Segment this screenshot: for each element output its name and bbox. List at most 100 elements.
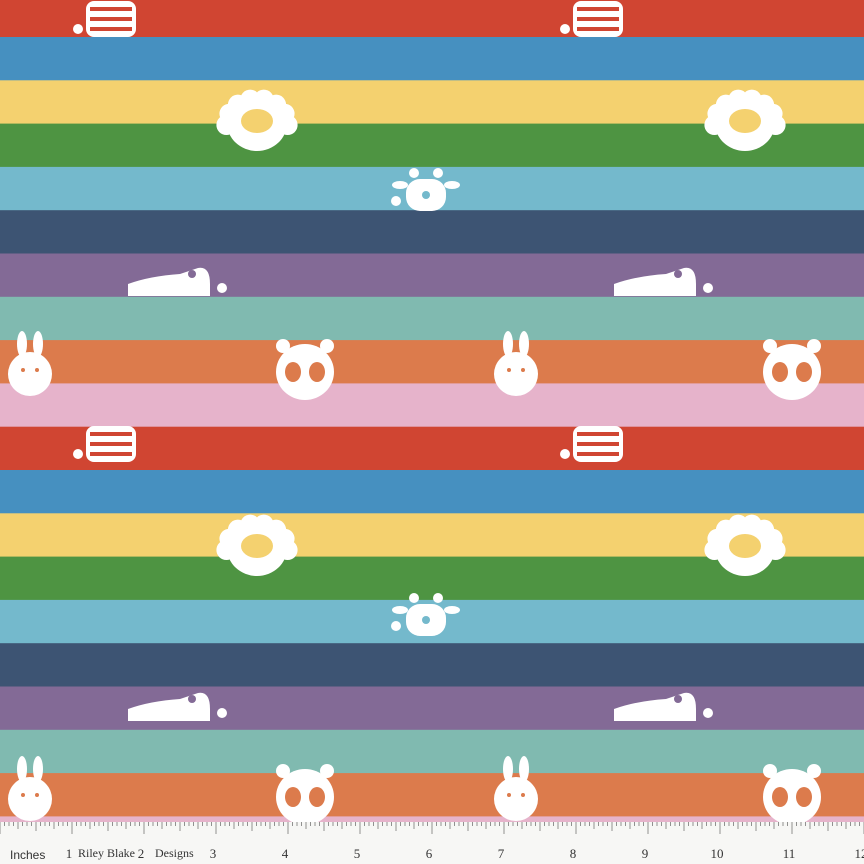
panda-ear bbox=[807, 339, 821, 353]
ruler-number: 10 bbox=[711, 846, 724, 861]
stripe bbox=[0, 37, 864, 81]
stripe bbox=[0, 296, 864, 341]
ruler-number: 8 bbox=[570, 846, 577, 861]
giraffe-horn bbox=[409, 168, 419, 178]
bunny-head bbox=[494, 777, 538, 821]
bunny-ear bbox=[503, 331, 513, 357]
zebra-stripe bbox=[90, 17, 132, 21]
zebra-stripe bbox=[577, 27, 619, 31]
bunny-eye bbox=[21, 368, 25, 372]
panda-ear bbox=[320, 339, 334, 353]
bunny-ear bbox=[519, 331, 529, 357]
stripe bbox=[0, 340, 864, 384]
stripe bbox=[0, 556, 864, 601]
giraffe-horn bbox=[433, 593, 443, 603]
panda-ear bbox=[763, 764, 777, 778]
bunny-ear bbox=[33, 756, 43, 782]
panda-ear bbox=[320, 764, 334, 778]
panda-ear bbox=[276, 764, 290, 778]
croc-tail bbox=[217, 708, 227, 718]
lion-face bbox=[729, 109, 761, 133]
croc-tail bbox=[217, 283, 227, 293]
giraffe-horn bbox=[409, 593, 419, 603]
ruler-number: 1 bbox=[66, 846, 73, 861]
zebra-stripe bbox=[577, 17, 619, 21]
ruler-number: 5 bbox=[354, 846, 361, 861]
bunny-eye bbox=[35, 368, 39, 372]
croc-eye bbox=[674, 270, 682, 278]
ruler-number: 12 bbox=[855, 846, 864, 861]
panda-eye bbox=[285, 362, 301, 382]
stripe bbox=[0, 773, 864, 817]
panda-eye bbox=[309, 787, 325, 807]
ruler-number: 11 bbox=[783, 846, 796, 861]
zebra-stripe bbox=[577, 432, 619, 436]
zebra-stripe bbox=[90, 452, 132, 456]
panda-head bbox=[763, 769, 821, 825]
panda-eye bbox=[309, 362, 325, 382]
stripe bbox=[0, 470, 864, 514]
stripe bbox=[0, 426, 864, 471]
ruler-number: 2 bbox=[138, 846, 145, 861]
bunny-ear bbox=[33, 331, 43, 357]
panda-eye bbox=[772, 787, 788, 807]
panda-eye bbox=[772, 362, 788, 382]
ruler-number: 6 bbox=[426, 846, 433, 861]
panda-head bbox=[276, 769, 334, 825]
bunny-ear bbox=[17, 756, 27, 782]
giraffe-tail bbox=[391, 196, 401, 206]
zebra-stripe bbox=[90, 27, 132, 31]
giraffe-ear bbox=[444, 606, 460, 614]
bunny-eye bbox=[35, 793, 39, 797]
ruler-number: 7 bbox=[498, 846, 505, 861]
panda-head bbox=[763, 344, 821, 400]
ruler-brand-suffix: Designs bbox=[155, 846, 194, 860]
ruler-unit: Inches bbox=[10, 848, 45, 862]
bunny-eye bbox=[21, 793, 25, 797]
bunny-head bbox=[494, 352, 538, 396]
bunny-ear bbox=[519, 756, 529, 782]
zebra-stripe bbox=[90, 442, 132, 446]
stripe bbox=[0, 383, 864, 428]
panda-ear bbox=[807, 764, 821, 778]
stripe bbox=[0, 643, 864, 687]
zebra-tail bbox=[73, 449, 83, 459]
bunny-head bbox=[8, 777, 52, 821]
stripe bbox=[0, 0, 864, 38]
giraffe-tail bbox=[391, 621, 401, 631]
giraffe-ear bbox=[392, 181, 408, 189]
zebra-stripe bbox=[577, 7, 619, 11]
lion-face bbox=[241, 109, 273, 133]
lion-face bbox=[241, 534, 273, 558]
ruler: Inches Riley Blake Designs 1 2 3 4 5 6 7 8 9 10 11… bbox=[0, 822, 864, 864]
zebra-stripe bbox=[577, 452, 619, 456]
croc-eye bbox=[674, 695, 682, 703]
bunny-ear bbox=[17, 331, 27, 357]
ruler-number: 4 bbox=[282, 846, 289, 861]
bunny-eye bbox=[507, 793, 511, 797]
ruler-brand: Riley Blake bbox=[78, 846, 135, 860]
zebra-tail bbox=[560, 24, 570, 34]
stripe bbox=[0, 729, 864, 774]
zebra-stripe bbox=[90, 432, 132, 436]
zebra-tail bbox=[73, 24, 83, 34]
zebra-tail bbox=[560, 449, 570, 459]
giraffe-spot bbox=[422, 191, 430, 199]
panda-head bbox=[276, 344, 334, 400]
zebra-stripe bbox=[90, 7, 132, 11]
bunny-eye bbox=[521, 793, 525, 797]
croc-tail bbox=[703, 708, 713, 718]
ruler-number: 3 bbox=[210, 846, 217, 861]
giraffe-ear bbox=[392, 606, 408, 614]
bunny-eye bbox=[521, 368, 525, 372]
croc-eye bbox=[188, 695, 196, 703]
croc-tail bbox=[703, 283, 713, 293]
panda-ear bbox=[763, 339, 777, 353]
bunny-eye bbox=[507, 368, 511, 372]
bunny-ear bbox=[503, 756, 513, 782]
panda-eye bbox=[285, 787, 301, 807]
croc-eye bbox=[188, 270, 196, 278]
lion-face bbox=[729, 534, 761, 558]
panda-eye bbox=[796, 787, 812, 807]
